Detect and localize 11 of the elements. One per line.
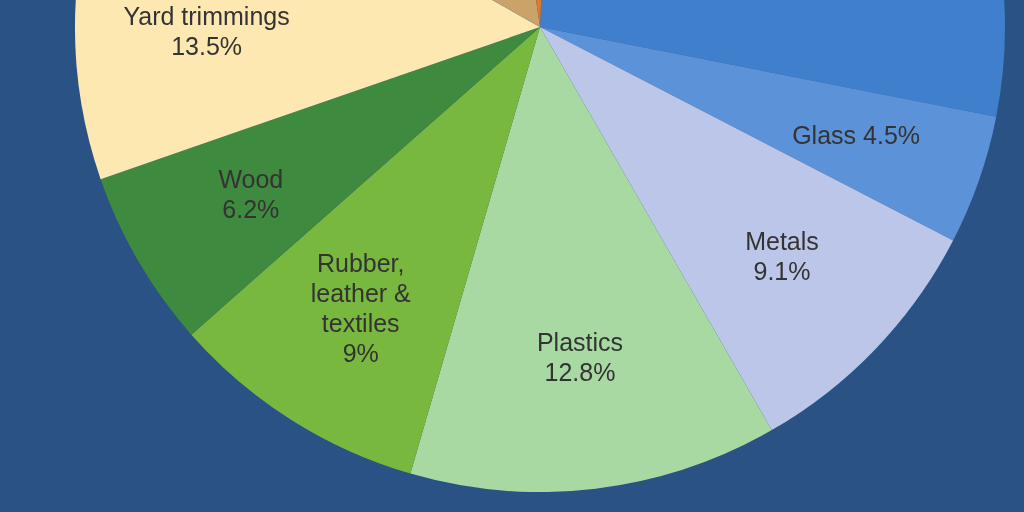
data-label: 9% <box>342 338 379 367</box>
slice-label: Yard trimmings <box>123 1 290 30</box>
slice-label: Metals <box>745 227 819 256</box>
slice-label: Glass 4.5% <box>792 121 921 150</box>
data-label: 9.1% <box>753 257 811 286</box>
data-label: 12.8% <box>544 358 616 387</box>
slice-label: Plastics <box>536 328 624 357</box>
data-label: 6.2% <box>222 194 280 223</box>
slice-label: Rubber, leather & textiles <box>310 248 412 337</box>
slice-label: Wood <box>218 164 284 193</box>
data-label: 13.5% <box>171 31 243 60</box>
